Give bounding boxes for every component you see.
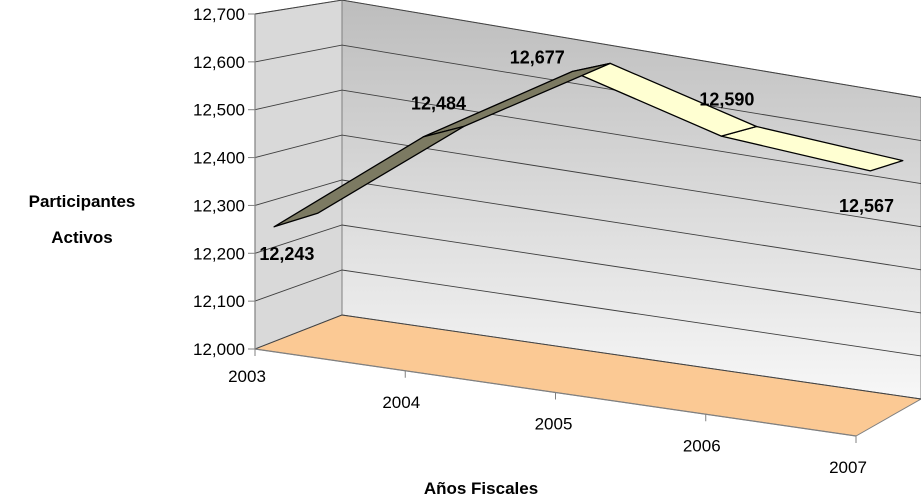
gridline bbox=[254, 314, 921, 400]
y-tick-label: 12,300 bbox=[193, 196, 245, 215]
y-tick-label: 12,600 bbox=[193, 53, 245, 72]
gridline bbox=[254, 134, 921, 228]
x-tick-label: 2003 bbox=[228, 367, 266, 386]
x-tick-labels: 2003 2004 2005 2006 2007 bbox=[228, 367, 867, 477]
y-tick-label: 12,500 bbox=[193, 101, 245, 120]
y-tick-labels: 12,000 12,100 12,200 12,300 12,400 12,500 12,6… bbox=[193, 5, 245, 359]
x-tick-label: 2007 bbox=[829, 458, 867, 477]
y-tick-label: 12,200 bbox=[193, 244, 245, 263]
ribbon-segment bbox=[273, 125, 465, 228]
y-tick-label: 12,100 bbox=[193, 292, 245, 311]
gridlines bbox=[254, 0, 921, 400]
y-axis-title-line-1: Participantes bbox=[29, 192, 136, 211]
x-tick-label: 2004 bbox=[382, 393, 420, 412]
data-label: 12,590 bbox=[699, 89, 754, 109]
axes bbox=[248, 13, 857, 443]
data-label: 12,243 bbox=[259, 244, 314, 264]
y-tick-label: 12,400 bbox=[193, 149, 245, 168]
x-axis-title: Años Fiscales bbox=[424, 479, 538, 498]
gridline bbox=[254, 179, 921, 271]
gridline bbox=[254, 269, 921, 357]
gridline bbox=[254, 44, 921, 142]
data-label: 12,677 bbox=[510, 47, 565, 67]
x-tick-label: 2005 bbox=[535, 415, 573, 434]
x-tick-label: 2006 bbox=[683, 436, 721, 455]
y-axis-title-line-2: Activos bbox=[51, 228, 112, 247]
data-label: 12,484 bbox=[411, 94, 466, 114]
data-labels: 12,243 12,484 12,677 12,590 12,567 bbox=[259, 47, 894, 264]
gridline bbox=[254, 0, 921, 98]
data-label: 12,567 bbox=[839, 196, 894, 216]
data-ribbon bbox=[273, 62, 904, 228]
gridline bbox=[254, 89, 921, 185]
y-tick-label: 12,700 bbox=[193, 5, 245, 24]
y-tick-label: 12,000 bbox=[193, 340, 245, 359]
chart-walls bbox=[253, 0, 921, 437]
gridline bbox=[254, 224, 921, 314]
